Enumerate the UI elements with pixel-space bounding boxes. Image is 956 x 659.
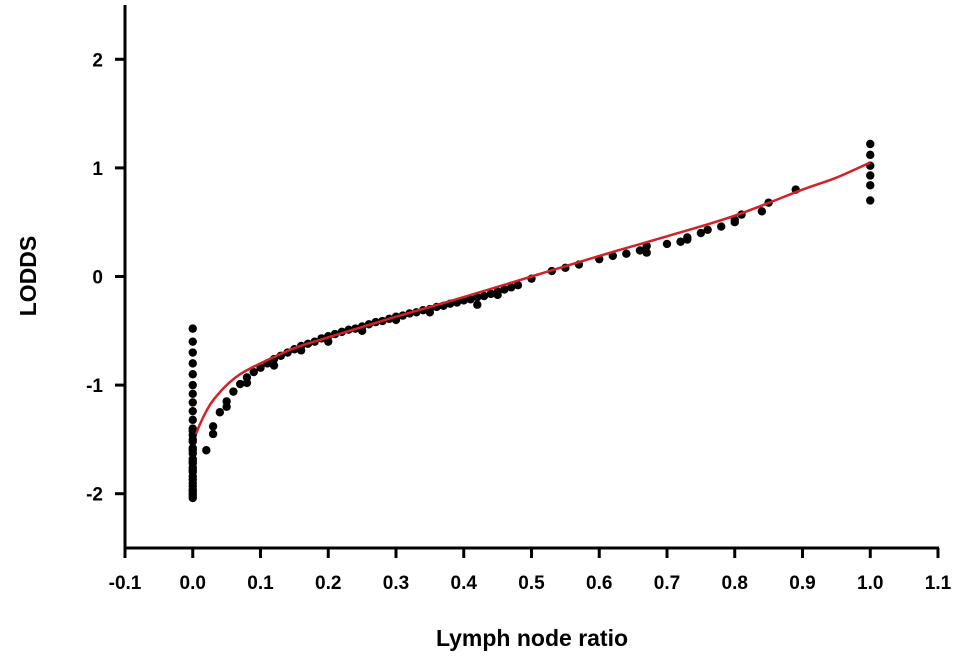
data-point — [188, 456, 197, 466]
y-axis-title: LODDS — [15, 236, 41, 317]
data-point — [493, 290, 502, 300]
x-tick-label: 0.1 — [247, 573, 274, 594]
x-tick-label: -0.1 — [109, 573, 142, 594]
data-point — [208, 422, 218, 431]
y-tick-label: 2 — [92, 50, 103, 71]
x-axis-title: Lymph node ratio — [436, 625, 628, 651]
x-tick-label: 0.7 — [654, 573, 680, 594]
x-tick-label: 0.0 — [180, 573, 206, 594]
y-tick-label: -2 — [86, 485, 103, 506]
data-point — [222, 402, 231, 412]
data-point — [215, 408, 225, 417]
data-point — [188, 370, 197, 379]
data-point — [866, 181, 875, 190]
x-tick-label: 0.6 — [586, 573, 612, 594]
plot-area — [188, 139, 875, 503]
data-point — [188, 380, 197, 390]
x-tick-label: 0.5 — [518, 573, 545, 594]
data-point — [269, 361, 279, 370]
data-point — [324, 337, 333, 346]
data-point — [866, 171, 875, 180]
x-tick-label: 0.9 — [789, 573, 815, 594]
data-point — [188, 348, 197, 357]
data-point — [249, 367, 258, 377]
data-point — [500, 285, 509, 294]
data-point — [188, 426, 197, 435]
data-point — [202, 446, 211, 455]
data-point — [486, 289, 496, 299]
data-point — [622, 249, 631, 258]
data-point — [479, 291, 489, 301]
data-point — [473, 292, 482, 302]
data-point — [696, 228, 706, 238]
data-point — [188, 359, 197, 368]
data-point — [188, 435, 197, 444]
data-point — [188, 465, 197, 475]
data-point — [703, 225, 712, 235]
data-point — [188, 337, 197, 346]
data-point — [642, 248, 651, 257]
data-point — [866, 150, 875, 160]
data-point — [662, 239, 672, 249]
data-point — [242, 378, 252, 388]
fit-curve — [194, 161, 871, 435]
data-point — [188, 493, 197, 503]
data-point — [425, 308, 435, 317]
data-point — [506, 283, 516, 292]
data-point — [296, 346, 306, 355]
data-point — [229, 387, 238, 396]
data-point — [683, 233, 692, 242]
x-tick-label: 0.2 — [315, 573, 341, 594]
data-point — [188, 415, 197, 425]
data-point — [866, 196, 875, 205]
data-point — [188, 324, 197, 333]
y-tick-label: 0 — [92, 268, 103, 289]
y-tick-label: 1 — [92, 159, 103, 180]
data-point — [866, 139, 875, 149]
data-point — [717, 222, 726, 231]
x-tick-label: 1.1 — [925, 573, 952, 594]
data-point — [208, 429, 218, 439]
data-point — [466, 295, 475, 304]
data-point — [676, 237, 685, 246]
data-point — [188, 446, 197, 455]
data-point — [188, 398, 197, 407]
data-point — [757, 207, 767, 216]
x-tick-label: 0.3 — [383, 573, 409, 594]
data-point — [188, 389, 197, 398]
data-point — [635, 246, 645, 255]
axes: -0.1 0.0 0.1 0.2 0.3 0.4 0.5 0.6 0.7 0.8 0.9 1.0 1.1… — [86, 5, 952, 594]
y-tick-label: -1 — [86, 376, 103, 397]
data-point — [473, 300, 482, 309]
data-point — [188, 406, 197, 416]
data-point — [730, 218, 739, 227]
x-tick-label: 1.0 — [857, 573, 883, 594]
x-tick-label: 0.4 — [451, 573, 478, 594]
data-point — [513, 280, 523, 290]
x-tick-label: 0.8 — [722, 573, 748, 594]
data-point — [235, 379, 245, 389]
